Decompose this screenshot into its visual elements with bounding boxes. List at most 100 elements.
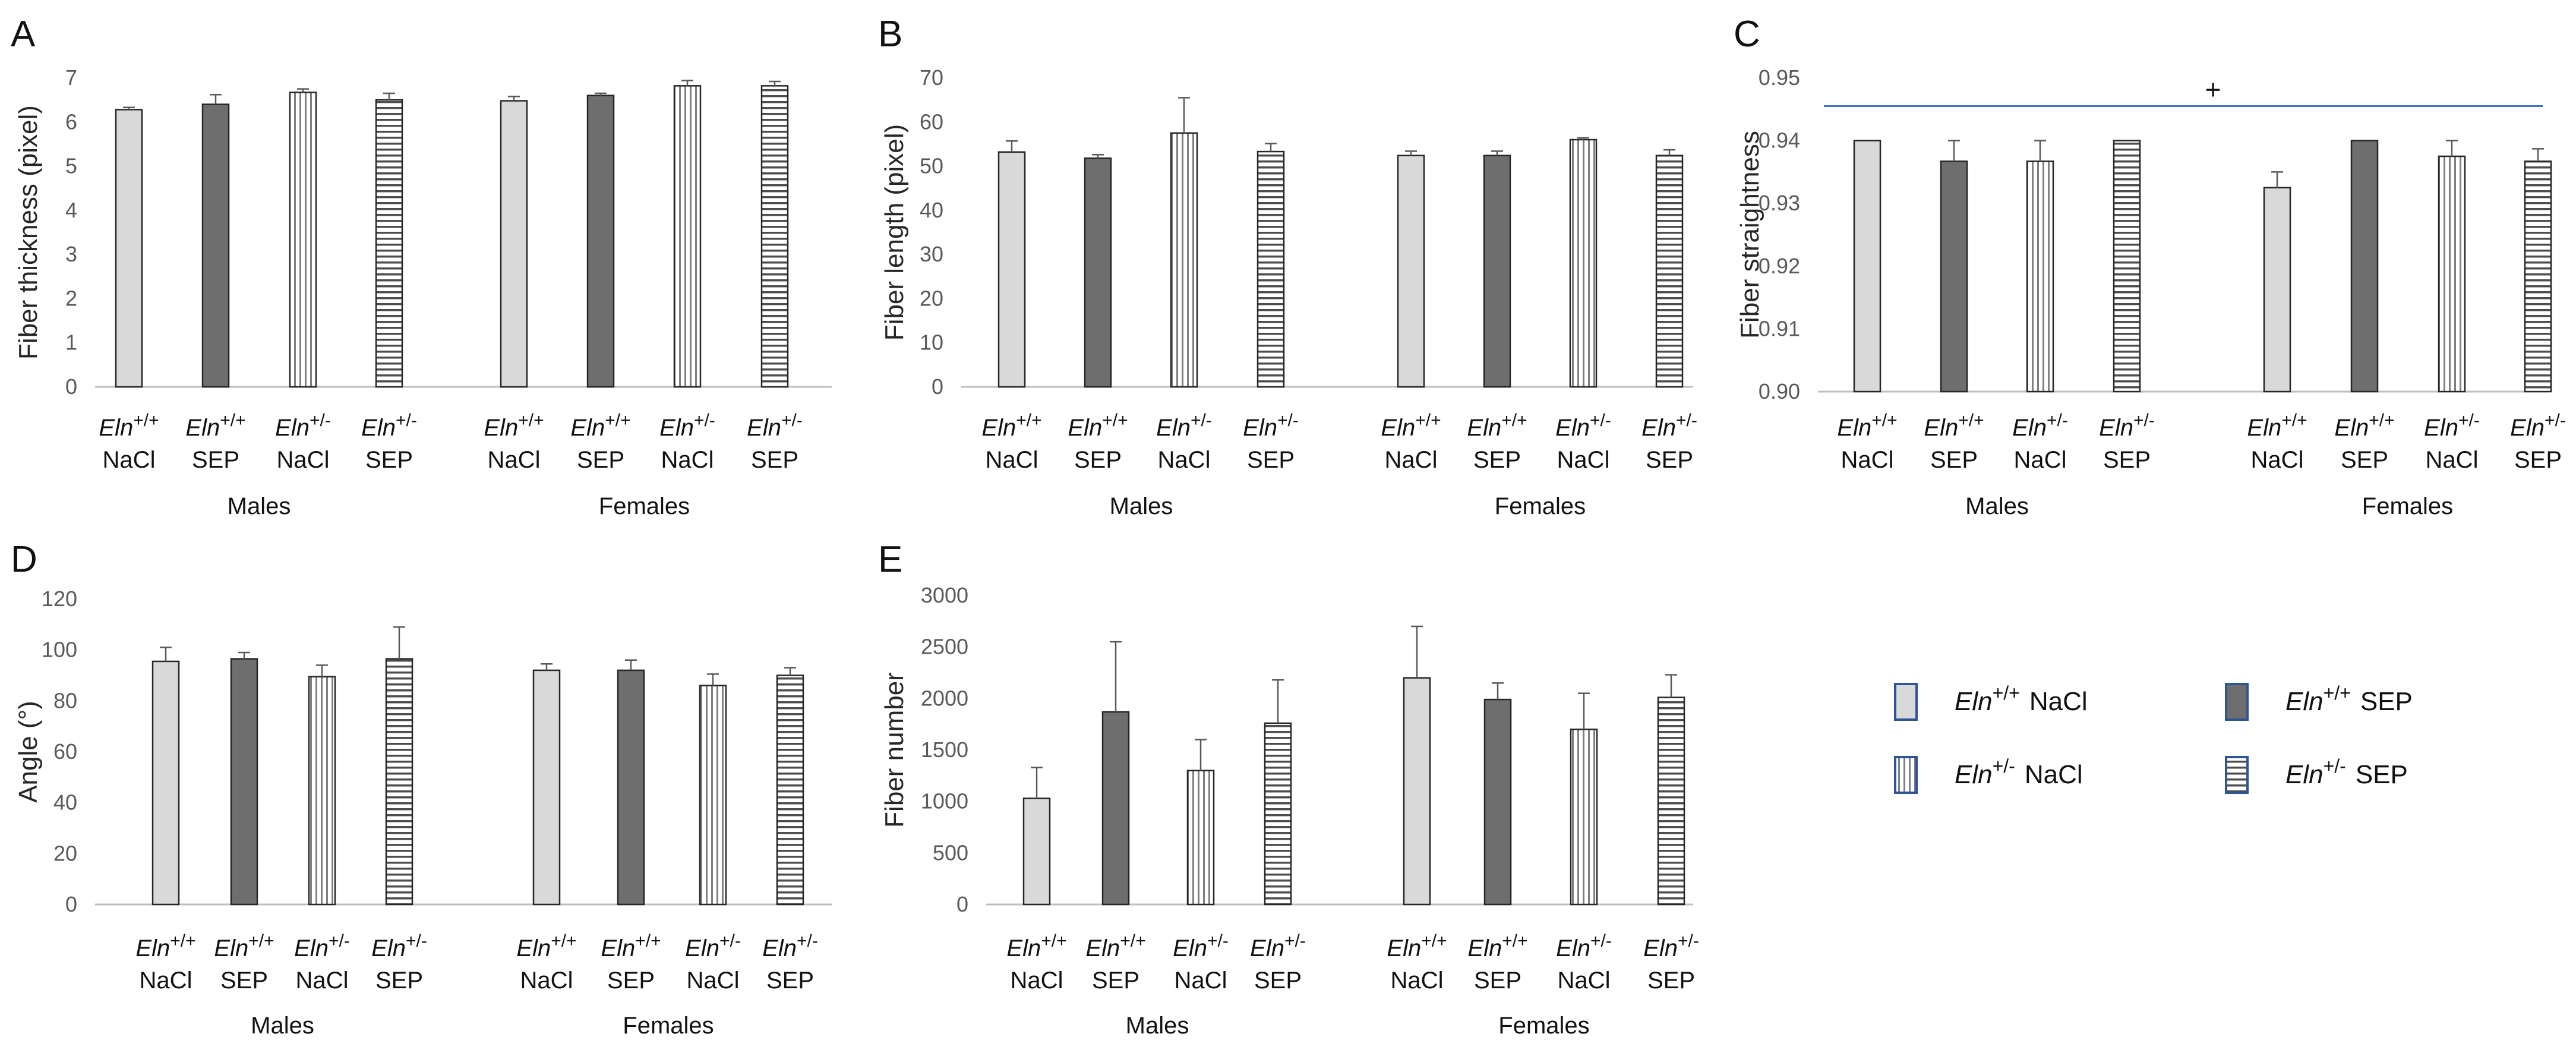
group-label: Males [1126, 1013, 1189, 1039]
category-label-treatment: NaCl [986, 447, 1038, 473]
bar [115, 109, 143, 388]
category-label: Eln+/+ [214, 931, 274, 962]
bar [532, 669, 561, 906]
panel-a-letter: A [11, 14, 36, 55]
category-label-treatment: NaCl [2014, 447, 2067, 473]
category-label: Eln+/+ [185, 411, 245, 441]
panel-c: C 0.90 0.91 0.92 0.93 0.94 0.95 Fiber straight… [1734, 14, 2566, 519]
bar [1657, 696, 1685, 906]
category-label-treatment: NaCl [140, 967, 192, 994]
y-axis-label: Fiber thickness (pixel) [14, 105, 43, 360]
significance-marker: + [2205, 74, 2221, 105]
bar [1570, 729, 1598, 906]
y-tick-label: 2 [65, 286, 77, 310]
y-axis-label: Angle (°) [14, 701, 43, 803]
category-label: Eln+/- [275, 411, 331, 441]
group-label: Males [1110, 493, 1173, 519]
bar [385, 658, 413, 906]
category-label-treatment: NaCl [2426, 447, 2479, 473]
group-label: Males [228, 493, 291, 519]
y-tick-label: 100 [42, 638, 77, 662]
y-tick-label: 0 [932, 374, 943, 399]
legend-label: Eln+/- NaCl [1955, 755, 2083, 789]
category-label: Eln+/+ [1006, 931, 1066, 962]
panel-e-letter: E [878, 539, 902, 580]
group-label: Females [2362, 493, 2453, 519]
category-label-treatment: NaCl [488, 447, 541, 473]
category-label: Eln+/+ [570, 411, 630, 441]
y-tick-label: 20 [53, 841, 77, 865]
y-tick-label: 50 [920, 154, 943, 178]
bar [1101, 711, 1130, 906]
bar [699, 685, 727, 906]
group-label: Females [599, 493, 690, 519]
y-tick-label: 60 [920, 109, 943, 134]
bar [586, 94, 615, 388]
y-tick-label: 2000 [921, 686, 968, 710]
bar [1403, 677, 1431, 906]
y-tick-label: 7 [65, 65, 77, 90]
category-label: Eln+/+ [1387, 931, 1447, 962]
y-tick-label: 5 [65, 154, 77, 178]
category-label: Eln+/+ [601, 931, 661, 962]
category-label-treatment: SEP [2514, 447, 2562, 473]
y-tick-label: 1 [65, 330, 77, 355]
category-label-treatment: NaCl [1557, 447, 1610, 473]
category-label: Eln+/- [2099, 411, 2155, 441]
bar [2263, 187, 2291, 393]
y-tick-label: 0.93 [1759, 191, 1800, 215]
category-label-treatment: NaCl [296, 967, 349, 994]
legend-swatch [1894, 683, 1918, 721]
bar [1084, 157, 1112, 388]
category-label-treatment: SEP [375, 967, 423, 994]
bar [1483, 698, 1512, 906]
category-label: Eln+/+ [1837, 411, 1897, 441]
legend-label: Eln+/- SEP [2285, 755, 2408, 789]
category-label: Eln+/+ [516, 931, 576, 962]
y-tick-label: 0 [65, 374, 77, 399]
category-label-treatment: NaCl [687, 967, 740, 994]
panel-b-letter: B [878, 14, 902, 55]
y-tick-label: 30 [920, 242, 943, 266]
category-label: Eln+/+ [981, 411, 1041, 441]
category-label: Eln+/+ [1381, 411, 1441, 441]
category-label-treatment: NaCl [103, 447, 156, 473]
category-label-treatment: NaCl [520, 967, 573, 994]
category-label: Eln+/- [1643, 931, 1699, 962]
category-label: Eln+/- [747, 411, 803, 441]
category-label-treatment: NaCl [277, 447, 330, 473]
y-tick-label: 20 [920, 286, 943, 310]
category-label: Eln+/- [685, 931, 741, 962]
legend-label: Eln+/+ NaCl [1955, 682, 2088, 716]
category-label-treatment: SEP [1646, 447, 1693, 473]
category-label: Eln+/- [1250, 931, 1306, 962]
bar [1257, 150, 1285, 388]
group-label: Females [1498, 1013, 1589, 1039]
category-label-treatment: SEP [1254, 967, 1302, 994]
y-tick-label: 40 [920, 198, 943, 222]
y-tick-label: 6 [65, 109, 77, 134]
bar [1940, 160, 1968, 393]
panel-d: D 0 20 40 60 80 100 120 Angle (°) Eln+/+ NaCl Eln+… [11, 539, 832, 1039]
y-tick-label: 1000 [921, 789, 968, 814]
bar [760, 85, 789, 388]
bar [1022, 797, 1051, 906]
legend: Eln+/+ NaCl Eln+/+ SEP Eln+/- NaCl Eln+/- SEP [1894, 682, 2413, 794]
category-label: Eln+/- [2424, 411, 2480, 441]
bar [1655, 155, 1684, 388]
bar [617, 669, 645, 906]
bar [1569, 138, 1598, 388]
bar [1264, 722, 1292, 906]
legend-swatch [1894, 756, 1918, 794]
panel-a: A 0 1 2 3 4 5 6 7 Fiber thickness (pixel) Eln+/+ N… [11, 14, 832, 519]
y-tick-label: 2500 [921, 635, 968, 659]
bar [289, 92, 317, 388]
bar [1853, 140, 1882, 393]
y-tick-label: 0.90 [1759, 379, 1800, 404]
bar [151, 660, 180, 906]
category-label: Eln+/+ [135, 931, 195, 962]
bar [2524, 160, 2552, 393]
y-tick-label: 0.94 [1759, 128, 1800, 153]
group-label: Females [623, 1013, 714, 1039]
